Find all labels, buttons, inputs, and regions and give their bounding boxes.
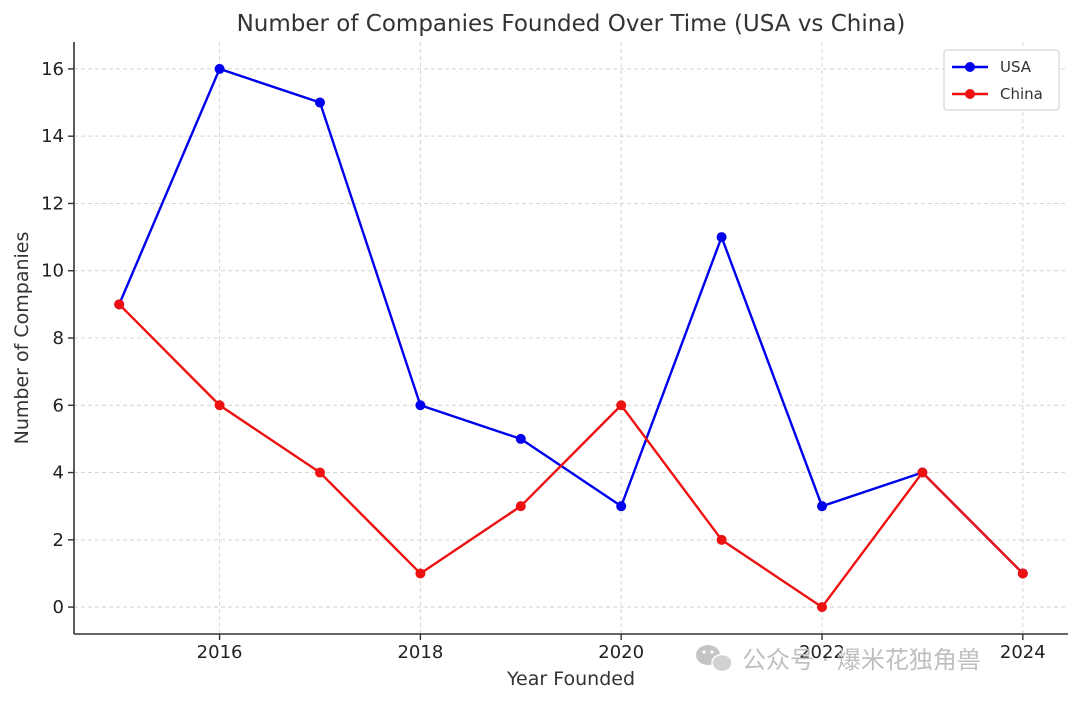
data-point bbox=[817, 501, 828, 512]
data-point bbox=[616, 501, 627, 512]
legend-label: USA bbox=[1000, 58, 1032, 76]
wechat-icon bbox=[696, 645, 733, 673]
x-tick-label: 2024 bbox=[1000, 642, 1046, 663]
data-point bbox=[817, 602, 828, 613]
series-china bbox=[114, 299, 1028, 613]
y-tick-label: 10 bbox=[41, 261, 64, 282]
data-point bbox=[415, 400, 426, 411]
y-tick-label: 12 bbox=[41, 193, 64, 214]
y-tick-label: 4 bbox=[53, 463, 64, 484]
legend-marker bbox=[965, 89, 975, 99]
data-point bbox=[616, 400, 627, 411]
y-axis-label: Number of Companies bbox=[11, 232, 33, 445]
series-usa bbox=[114, 63, 1028, 579]
legend-item-usa: USA bbox=[952, 58, 1032, 76]
y-tick-label: 8 bbox=[53, 328, 64, 349]
legend-marker bbox=[965, 62, 975, 72]
chart-title: Number of Companies Founded Over Time (U… bbox=[237, 11, 906, 37]
x-tick-label: 2016 bbox=[197, 642, 243, 663]
data-point bbox=[114, 299, 125, 310]
data-point bbox=[716, 534, 727, 545]
legend-label: China bbox=[1000, 85, 1043, 103]
y-tick-label: 16 bbox=[41, 59, 64, 80]
data-point bbox=[214, 400, 225, 411]
data-point bbox=[314, 97, 325, 108]
y-tick-label: 2 bbox=[53, 530, 64, 551]
legend: USA China bbox=[943, 49, 1060, 111]
x-axis-label: Year Founded bbox=[506, 668, 635, 690]
data-point bbox=[716, 232, 727, 243]
y-axis-ticks: 0 2 4 6 8 10 12 14 16 bbox=[41, 59, 74, 618]
y-tick-label: 14 bbox=[41, 126, 64, 147]
series bbox=[114, 63, 1028, 613]
data-point bbox=[917, 467, 928, 478]
data-point bbox=[515, 433, 526, 444]
series-line bbox=[118, 303, 1024, 609]
data-point bbox=[515, 501, 526, 512]
watermark-text: 公众号 · 爆米花独角兽 bbox=[742, 646, 981, 674]
data-point bbox=[1017, 568, 1028, 579]
x-tick-label: 2020 bbox=[598, 642, 644, 663]
grid bbox=[74, 42, 1068, 634]
data-point bbox=[314, 467, 325, 478]
y-tick-label: 0 bbox=[53, 597, 64, 618]
x-axis-ticks: 2016 2018 2020 2022 2024 bbox=[197, 634, 1046, 663]
y-tick-label: 6 bbox=[53, 395, 64, 416]
series-line bbox=[118, 67, 1024, 575]
x-tick-label: 2022 bbox=[799, 642, 845, 663]
watermark: 公众号 · 爆米花独角兽 bbox=[696, 645, 981, 674]
legend-item-china: China bbox=[952, 85, 1043, 103]
data-point bbox=[415, 568, 426, 579]
x-tick-label: 2018 bbox=[397, 642, 443, 663]
data-point bbox=[214, 63, 225, 74]
